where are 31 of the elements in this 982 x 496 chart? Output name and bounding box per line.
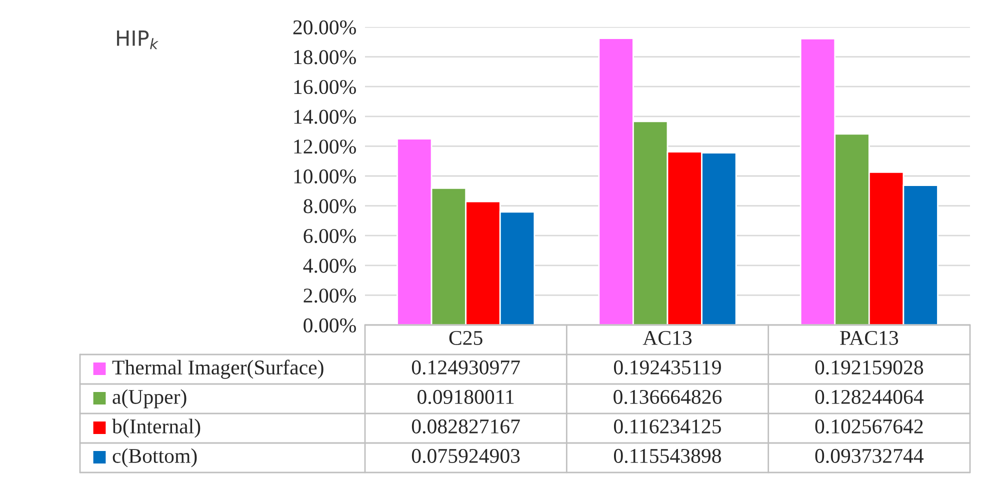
data-label: 0.192435119 [614, 360, 721, 375]
y-tick-label: 4.00% [303, 258, 356, 273]
legend-label: a(Upper) [112, 389, 186, 408]
data-label: 0.075924903 [412, 448, 520, 464]
legend-label: b(Internal) [112, 418, 200, 438]
y-tick-label: 14.00% [294, 110, 356, 124]
y-tick-label: 12.00% [294, 140, 356, 154]
x-tick-label: C25 [449, 330, 482, 345]
y-tick-label: 16.00% [294, 80, 356, 94]
data-label: 0.115543898 [614, 448, 722, 464]
y-tick-label: 18.00% [294, 50, 356, 64]
data-label: 0.124930977 [412, 360, 520, 375]
y-tick-label: 10.00% [294, 169, 356, 184]
data-label: 0.09180011 [418, 390, 514, 404]
data-label: 0.082827167 [412, 419, 520, 434]
x-tick-label: PAC13 [840, 330, 898, 345]
data-label: 0.102567642 [815, 419, 923, 434]
data-label: 0.136664826 [614, 390, 722, 404]
y-tick-label: 2.00% [304, 288, 356, 303]
y-tick-label: 6.00% [304, 228, 356, 244]
y-tick-label: 8.00% [304, 199, 356, 214]
data-label: 0.093732744 [815, 448, 924, 464]
legend-label: c(Bottom) [112, 448, 197, 468]
data-label: 0.192159028 [815, 360, 924, 375]
y-tick-label: 0.00% [304, 318, 356, 333]
text: HIP$_{k}$ [117, 30, 158, 50]
legend-label: Thermal Imager(Surface) [112, 360, 324, 379]
data-label: 0.116234125 [614, 419, 721, 434]
y-tick-label: 20.00% [293, 20, 356, 35]
x-tick-label: AC13 [642, 330, 692, 345]
data-label: 0.128244064 [815, 390, 924, 404]
